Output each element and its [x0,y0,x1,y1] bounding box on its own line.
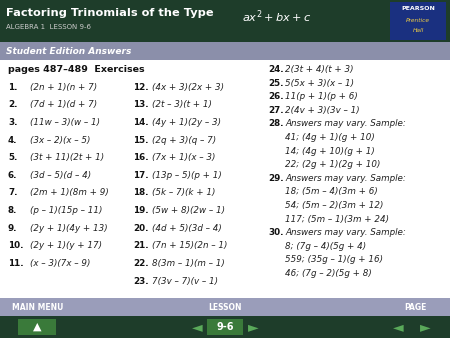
Text: (7x + 1)(x – 3): (7x + 1)(x – 3) [152,153,216,162]
Bar [18,319,56,335]
Text: 2.: 2. [8,100,18,109]
Text: MAIN MENU: MAIN MENU [12,303,64,312]
Text: ►: ► [248,320,258,334]
Text: 25.: 25. [268,79,284,88]
Text: (3d – 5)(d – 4): (3d – 5)(d – 4) [30,171,91,180]
Text: 14; (4g + 10)(g + 1): 14; (4g + 10)(g + 1) [285,147,375,155]
Text: ▲: ▲ [33,322,41,332]
Text: 18.: 18. [133,188,148,197]
Bar [0,298,450,316]
Text: (2t – 3)(t + 1): (2t – 3)(t + 1) [152,100,212,109]
Text: (5k – 7)(k + 1): (5k – 7)(k + 1) [152,188,216,197]
Text: 8.: 8. [8,206,18,215]
Text: Factoring Trinomials of the Type: Factoring Trinomials of the Type [6,8,218,18]
Text: Answers may vary. Sample:: Answers may vary. Sample: [285,119,406,128]
Text: 30.: 30. [268,228,284,237]
Text: 12.: 12. [133,82,148,92]
Text: (4y + 1)(2y – 3): (4y + 1)(2y – 3) [152,118,221,127]
Bar [0,42,450,60]
Text: 29.: 29. [268,174,284,183]
Text: $\mathbf{\mathit{ax^2 + bx + c}}$: $\mathbf{\mathit{ax^2 + bx + c}}$ [242,8,311,25]
Text: 24.: 24. [268,65,284,74]
Text: PAGE: PAGE [404,303,426,312]
Text: Answers may vary. Sample:: Answers may vary. Sample: [285,228,406,237]
Text: (3x – 2)(x – 5): (3x – 2)(x – 5) [30,136,90,145]
Text: Hall: Hall [412,28,423,33]
Text: (7n + 15)(2n – 1): (7n + 15)(2n – 1) [152,241,227,250]
Text: 46; (7g – 2)(5g + 8): 46; (7g – 2)(5g + 8) [285,269,372,278]
Text: 11.: 11. [8,259,23,268]
Text: (2y + 1)(y + 17): (2y + 1)(y + 17) [30,241,102,250]
Text: 7.: 7. [8,188,18,197]
Bar [0,316,450,338]
Text: 54; (5m – 2)(3m + 12): 54; (5m – 2)(3m + 12) [285,201,383,210]
Text: 5(5x + 3)(x – 1): 5(5x + 3)(x – 1) [285,79,354,88]
Text: (3t + 11)(2t + 1): (3t + 11)(2t + 1) [30,153,104,162]
Text: 17.: 17. [133,171,148,180]
Text: 559; (35g – 1)(g + 16): 559; (35g – 1)(g + 16) [285,256,383,264]
Text: Student Edition Answers: Student Edition Answers [6,47,131,55]
Text: pages 487–489  Exercises: pages 487–489 Exercises [8,65,144,74]
Text: 20.: 20. [133,224,148,233]
Text: 41; (4g + 1)(g + 10): 41; (4g + 1)(g + 10) [285,133,375,142]
Text: 28.: 28. [268,119,284,128]
Text: 16.: 16. [133,153,148,162]
Text: (p – 1)(15p – 11): (p – 1)(15p – 11) [30,206,103,215]
Text: 1.: 1. [8,82,18,92]
Text: 9-6: 9-6 [216,322,234,332]
Text: 2(4v + 3)(3v – 1): 2(4v + 3)(3v – 1) [285,106,360,115]
Text: 22; (2g + 1)(2g + 10): 22; (2g + 1)(2g + 10) [285,160,380,169]
Text: (5w + 8)(2w – 1): (5w + 8)(2w – 1) [152,206,225,215]
Text: 117; (5m – 1)(3m + 24): 117; (5m – 1)(3m + 24) [285,215,389,224]
Text: 26.: 26. [268,92,284,101]
Text: 15.: 15. [133,136,148,145]
Text: 3.: 3. [8,118,18,127]
Text: 23.: 23. [133,276,148,286]
Text: (4d + 5)(3d – 4): (4d + 5)(3d – 4) [152,224,222,233]
Text: ◄: ◄ [393,320,403,334]
Text: 18; (5m – 4)(3m + 6): 18; (5m – 4)(3m + 6) [285,187,378,196]
Text: (2n + 1)(n + 7): (2n + 1)(n + 7) [30,82,97,92]
Text: ◄: ◄ [192,320,202,334]
Text: (7d + 1)(d + 7): (7d + 1)(d + 7) [30,100,97,109]
Bar [390,2,446,40]
Text: 6.: 6. [8,171,18,180]
Text: Prentice: Prentice [406,18,430,23]
Text: ALGEBRA 1  LESSON 9-6: ALGEBRA 1 LESSON 9-6 [6,24,91,30]
Text: (13p – 5)(p + 1): (13p – 5)(p + 1) [152,171,222,180]
Text: (2q + 3)(q – 7): (2q + 3)(q – 7) [152,136,216,145]
Text: 10.: 10. [8,241,23,250]
Text: (x – 3)(7x – 9): (x – 3)(7x – 9) [30,259,90,268]
Text: Answers may vary. Sample:: Answers may vary. Sample: [285,174,406,183]
Text: 5.: 5. [8,153,18,162]
Text: 13.: 13. [133,100,148,109]
Text: (2y + 1)(4y + 13): (2y + 1)(4y + 13) [30,224,108,233]
Bar [0,0,450,42]
Text: (2m + 1)(8m + 9): (2m + 1)(8m + 9) [30,188,109,197]
Text: (11w – 3)(w – 1): (11w – 3)(w – 1) [30,118,100,127]
Text: 27.: 27. [268,106,284,115]
Text: (4x + 3)(2x + 3): (4x + 3)(2x + 3) [152,82,224,92]
Bar [207,319,243,335]
Text: 21.: 21. [133,241,148,250]
Text: PEARSON: PEARSON [401,6,435,11]
Text: 14.: 14. [133,118,148,127]
Text: 19.: 19. [133,206,148,215]
Text: 22.: 22. [133,259,148,268]
Text: 9.: 9. [8,224,18,233]
Text: 4.: 4. [8,136,18,145]
Text: 11(p + 1)(p + 6): 11(p + 1)(p + 6) [285,92,358,101]
Text: 7(3v – 7)(v – 1): 7(3v – 7)(v – 1) [152,276,218,286]
Text: ►: ► [420,320,430,334]
Text: 2(3t + 4)(t + 3): 2(3t + 4)(t + 3) [285,65,354,74]
Text: 8; (7g – 4)(5g + 4): 8; (7g – 4)(5g + 4) [285,242,366,251]
Text: 8(3m – 1)(m – 1): 8(3m – 1)(m – 1) [152,259,225,268]
Text: LESSON: LESSON [208,303,242,312]
